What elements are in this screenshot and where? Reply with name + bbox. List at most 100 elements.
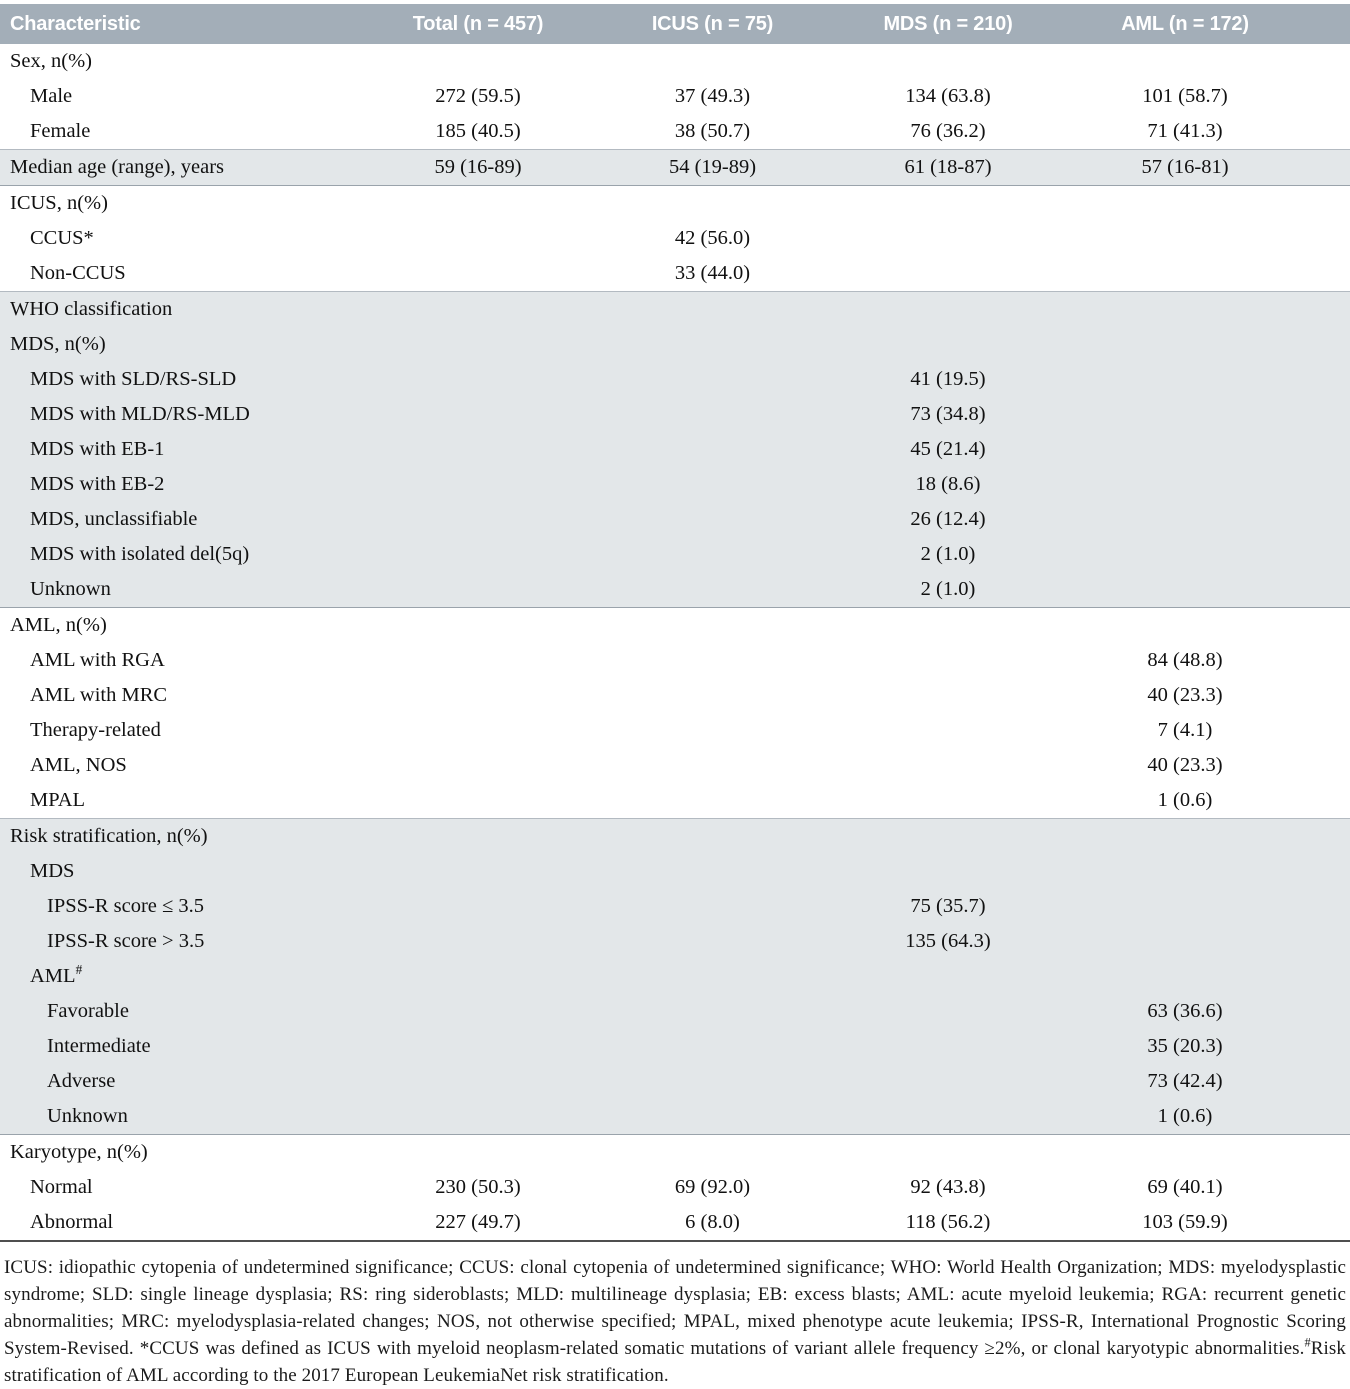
row-label: CCUS* [30,227,94,249]
row-label: Male [30,85,73,107]
cell-value [361,889,595,924]
cell-value [595,818,830,854]
cell-filler [1304,149,1350,186]
cell-value [595,537,830,572]
table-row: MDS with SLD/RS-SLD 41 (19.5) [0,362,1350,397]
table-body: Sex, n(%) Male 272 (59.5) 37 (49.3) 134 (63.… [0,44,1350,1242]
cell-value [361,783,595,819]
cell-value [361,713,595,748]
cell-value [361,256,595,292]
cell-value [830,291,1066,327]
cell-value [830,1135,1066,1171]
row-label: ICUS, n(%) [10,192,108,214]
characteristics-table: Characteristic Total (n = 457) ICUS (n = 7… [0,4,1350,1242]
cell-value [830,959,1066,994]
cell-value [595,186,830,222]
cell-value: 18 (8.6) [830,467,1066,502]
row-label: Favorable [0,994,361,1029]
table-row: Risk stratification, n(%) [0,818,1350,854]
table-row: IPSS-R score ≤ 3.5 75 (35.7) [0,889,1350,924]
cell-filler [1304,854,1350,889]
row-label: AML with MRC [30,684,168,706]
cell-value [1066,362,1304,397]
cell-value: 84 (48.8) [1147,649,1223,671]
cell-value [595,959,830,994]
cell-value [830,1099,1066,1135]
cell-filler [1304,1099,1350,1135]
row-label: Normal [30,1176,93,1198]
cell-value: 42 (56.0) [674,227,751,249]
cell-value [1066,959,1304,994]
cell-value [595,889,830,924]
cell-value: 227 (49.7) [361,1205,595,1242]
cell-value: 75 (35.7) [830,889,1066,924]
table-row: Abnormal 227 (49.7) 6 (8.0) 118 (56.2) 103 (… [0,1205,1350,1242]
table-row: MDS, n(%) [0,327,1350,362]
cell-value [595,643,830,678]
cell-filler [1304,783,1350,819]
cell-value [361,1099,595,1135]
cell-filler [1304,643,1350,678]
table-row: Non-CCUS 33 (44.0) [0,256,1350,292]
row-label: Non-CCUS [30,262,126,284]
cell-value [830,783,1066,819]
row-label: IPSS-R score > 3.5 [0,924,361,959]
table-row: Therapy-related 7 (4.1) [0,713,1350,748]
cell-value: 61 (18-87) [830,149,1066,186]
column-header-filler [1304,4,1350,44]
cell-value [830,1029,1066,1064]
cell-filler [1304,79,1350,114]
table-row: MDS, unclassifiable 26 (12.4) [0,502,1350,537]
cell-value [830,678,1066,713]
cell-filler [1304,818,1350,854]
cell-value [361,44,595,79]
cell-value [361,537,595,572]
row-label: AML with RGA [30,649,165,671]
cell-filler [1304,1064,1350,1099]
cell-value [1066,924,1304,959]
cell-value: 59 (16-89) [361,149,595,186]
cell-value [361,994,595,1029]
row-label: WHO classification [0,291,361,327]
cell-filler [1304,291,1350,327]
cell-value [830,713,1066,748]
cell-value: 118 (56.2) [830,1205,1066,1242]
row-label: MPAL [30,789,86,811]
row-label: IPSS-R score ≤ 3.5 [0,889,361,924]
cell-value: 7 (4.1) [1157,719,1213,741]
cell-filler [1304,924,1350,959]
row-label: AML, n(%) [10,614,107,636]
cell-value [830,221,1066,256]
footnote: ICUS: idiopathic cytopenia of undetermin… [4,1257,1346,1386]
cell-filler [1304,256,1350,292]
cell-value: 135 (64.3) [830,924,1066,959]
cell-value: 37 (49.3) [674,85,751,107]
row-label: MDS, n(%) [0,327,361,362]
table-row: Unknown 1 (0.6) [0,1099,1350,1135]
cell-filler [1304,44,1350,79]
table-row: MDS with EB-1 45 (21.4) [0,432,1350,467]
cell-value [830,608,1066,644]
cell-value [830,643,1066,678]
cell-value [1066,608,1304,644]
cell-value [1066,186,1304,222]
column-header: ICUS (n = 75) [595,4,830,44]
cell-value [595,678,830,713]
table-row: MDS [0,854,1350,889]
cell-value: 1 (0.6) [1157,789,1213,811]
footnote-superscript: # [1304,1335,1311,1350]
cell-value [1066,502,1304,537]
cell-value [361,1135,595,1171]
cell-value: 41 (19.5) [830,362,1066,397]
cell-value [595,362,830,397]
cell-filler [1304,994,1350,1029]
row-label: Unknown [0,572,361,608]
cell-value [361,854,595,889]
row-label: Intermediate [0,1029,361,1064]
table-row: AML with MRC 40 (23.3) [0,678,1350,713]
cell-filler [1304,608,1350,644]
cell-value: 134 (63.8) [905,85,991,107]
cell-value [1066,1135,1304,1171]
table-row: CCUS* 42 (56.0) [0,221,1350,256]
